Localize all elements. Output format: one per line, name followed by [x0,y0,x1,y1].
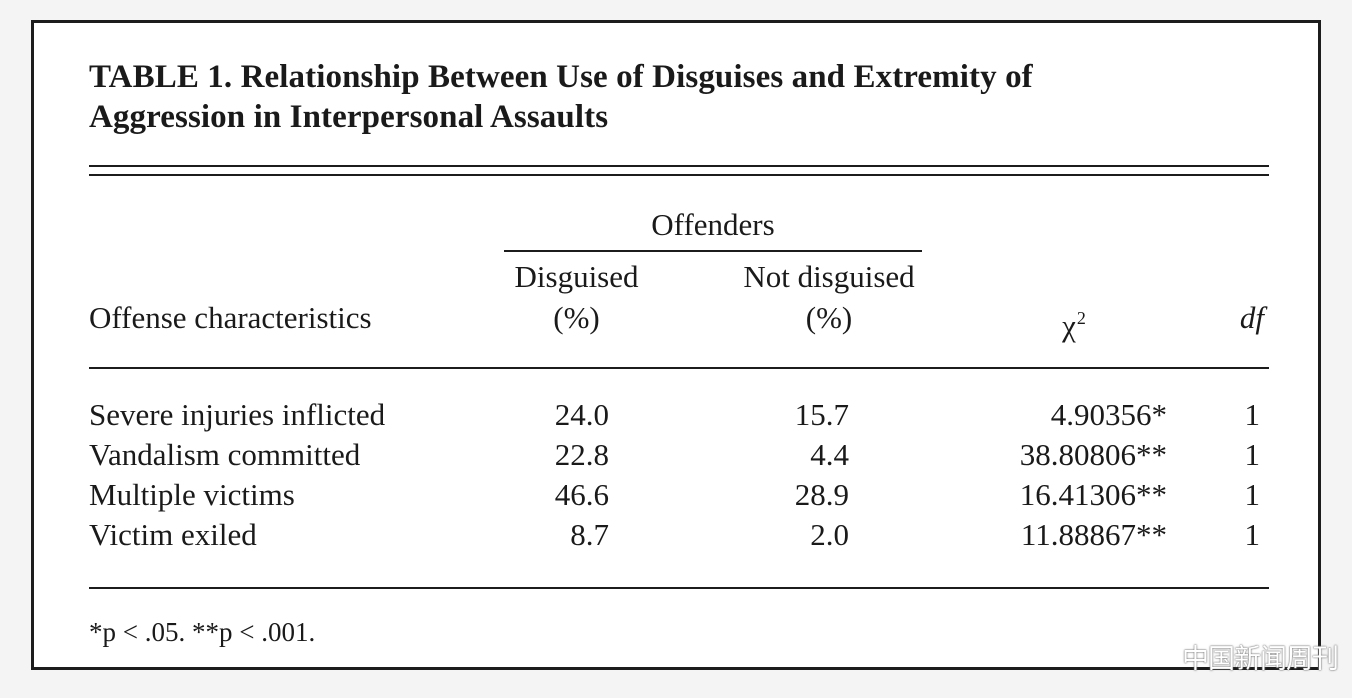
offenders-group-header: Offenders [651,207,775,242]
row-chi-square: 4.90356* [1050,397,1167,432]
col-header-not-disguised-unit: (%) [805,300,853,335]
row-disguised: 8.7 [570,517,609,552]
top-rule-upper [89,165,1269,167]
col-header-chi-square: χ2 [1034,298,1114,346]
row-df: 1 [1244,517,1261,552]
row-df: 1 [1244,397,1261,432]
row-not-disguised: 28.9 [794,477,849,512]
row-label: Vandalism committed [89,437,361,472]
table-footnote: *p < .05. **p < .001. [89,617,316,647]
col-header-df: df [1239,300,1264,335]
row-label: Multiple victims [89,477,295,512]
table-title-line-2: Aggression in Interpersonal Assaults [89,99,609,135]
row-not-disguised: 15.7 [794,397,849,432]
row-disguised: 24.0 [554,397,609,432]
row-label: Victim exiled [89,517,257,552]
row-disguised: 46.6 [554,477,609,512]
row-chi-square: 38.80806** [1019,437,1167,472]
table-frame: TABLE 1. Relationship Between Use of Dis… [31,20,1321,670]
col-header-disguised-unit: (%) [553,300,600,335]
row-disguised: 22.8 [554,437,609,472]
row-df: 1 [1244,437,1261,472]
table-row: Vandalism committed 22.8 4.4 38.80806** … [34,435,1318,475]
table-row: Severe injuries inflicted 24.0 15.7 4.90… [34,395,1318,435]
table-row: Multiple victims 46.6 28.9 16.41306** 1 [34,475,1318,515]
chi-symbol: χ [1062,308,1076,343]
row-not-disguised: 4.4 [810,437,849,472]
table-title: TABLE 1. Relationship Between Use of Dis… [89,57,1239,137]
col-header-offense-characteristics: Offense characteristics [89,300,372,335]
row-chi-square: 11.88867** [1020,517,1167,552]
row-label: Severe injuries inflicted [89,397,386,432]
row-not-disguised: 2.0 [810,517,849,552]
header-rule [89,367,1269,369]
bottom-rule [89,587,1269,589]
top-rule-lower [89,174,1269,176]
offenders-underline [504,250,922,252]
watermark-logo: 中国新闻周刊 [1182,644,1339,675]
row-chi-square: 16.41306** [1019,477,1167,512]
col-header-disguised: Disguised [514,259,639,294]
chi-superscript: 2 [1076,308,1086,328]
table-row: Victim exiled 8.7 2.0 11.88867** 1 [34,515,1318,555]
table-title-line-1: TABLE 1. Relationship Between Use of Dis… [89,59,1033,95]
row-df: 1 [1244,477,1261,512]
col-header-not-disguised: Not disguised [743,259,915,294]
